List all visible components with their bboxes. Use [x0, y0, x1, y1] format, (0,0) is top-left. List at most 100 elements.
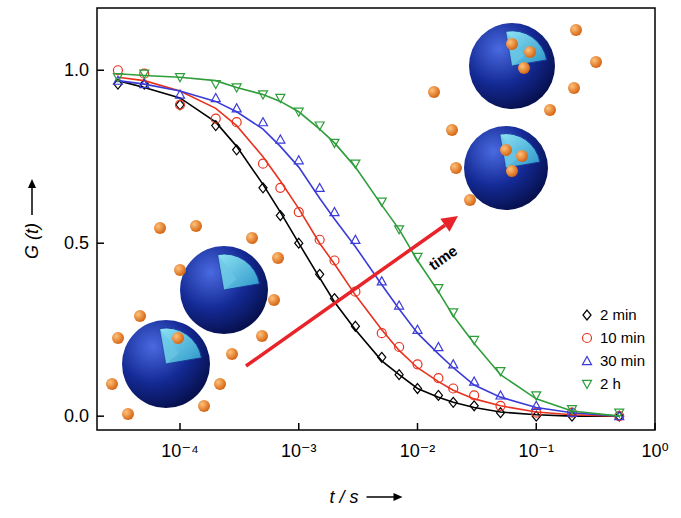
data-point — [140, 80, 149, 88]
guest-molecule — [506, 165, 518, 177]
y-tick-label: 0.0 — [64, 406, 89, 426]
data-point — [276, 135, 285, 143]
data-point — [449, 360, 458, 368]
legend-marker — [583, 357, 592, 365]
data-point — [176, 74, 185, 82]
guest-molecule — [568, 82, 580, 94]
y-tick-label: 0.5 — [64, 233, 89, 253]
data-point — [140, 70, 149, 78]
data-point — [395, 370, 403, 380]
data-point — [294, 108, 303, 116]
x-tick-label: 10⁻³ — [281, 441, 317, 461]
data-point — [259, 91, 268, 99]
data-point — [532, 401, 541, 409]
guest-molecule — [272, 252, 284, 264]
annotation-group: time — [423, 240, 462, 276]
x-tick — [179, 423, 181, 430]
annotation: time — [425, 242, 460, 274]
legend-label: 2 h — [600, 375, 621, 392]
micelle-core-face — [500, 134, 518, 168]
data-point — [233, 145, 241, 155]
guest-molecule — [172, 332, 184, 344]
guest-molecule — [190, 220, 202, 232]
data-point — [211, 93, 220, 101]
guest-molecule — [122, 408, 134, 420]
guest-molecule — [268, 294, 280, 306]
y-tick — [97, 415, 104, 417]
data-point — [294, 156, 303, 164]
data-point — [232, 118, 241, 127]
series-3 — [113, 70, 623, 417]
data-point — [532, 392, 541, 400]
plot-frame — [97, 8, 655, 430]
data-point — [351, 321, 359, 331]
y-tick-label: 1.0 — [64, 60, 89, 80]
guest-molecule — [112, 332, 124, 344]
x-tick — [536, 423, 538, 430]
data-point — [276, 211, 284, 221]
data-point — [377, 198, 386, 206]
x-tick-label: 10⁰ — [641, 441, 668, 461]
data-point — [434, 390, 442, 400]
x-axis-title: t / s — [329, 487, 358, 507]
x-tick — [417, 423, 419, 430]
micelle-core — [506, 31, 547, 66]
data-point — [113, 74, 122, 82]
time-arrow — [246, 225, 445, 366]
data-point — [413, 360, 422, 369]
y-tick — [97, 70, 104, 72]
y-axis-title-group: G (t) — [22, 179, 42, 259]
data-point — [496, 368, 505, 376]
plot-area — [113, 66, 623, 421]
data-point — [470, 377, 479, 385]
data-point — [176, 100, 185, 109]
fit-line — [118, 74, 619, 416]
data-point — [496, 401, 505, 410]
data-point — [395, 226, 404, 234]
axis-arrow — [31, 185, 33, 215]
legend-marker — [583, 380, 592, 388]
x-tick-label: 10⁻⁴ — [161, 441, 198, 461]
illustration — [106, 23, 602, 420]
data-point — [259, 159, 268, 168]
fit-line — [118, 81, 619, 417]
data-point — [140, 69, 149, 78]
data-point — [176, 100, 184, 110]
data-point — [315, 183, 324, 191]
data-point — [434, 342, 443, 350]
x-axis-title-group: t / s — [329, 487, 402, 507]
guest-molecule — [590, 56, 602, 68]
data-point — [330, 256, 339, 265]
data-point — [276, 183, 285, 192]
guest-molecule — [174, 264, 186, 276]
data-point — [413, 384, 421, 394]
data-point — [295, 238, 303, 248]
data-point — [434, 374, 443, 383]
micelle-shell — [469, 23, 555, 109]
fit-line — [118, 77, 619, 416]
data-point — [470, 336, 479, 344]
micelle — [122, 320, 210, 408]
chart: 10⁻⁴10⁻³10⁻²10⁻¹10⁰0.00.51.0t / sG (t)ti… — [0, 0, 681, 518]
data-point — [395, 342, 404, 351]
data-point — [294, 208, 303, 217]
data-point — [316, 269, 324, 279]
guest-molecule — [256, 330, 268, 342]
guest-molecule — [516, 150, 528, 162]
fit-line — [118, 81, 619, 417]
series-1 — [113, 66, 623, 421]
data-point — [615, 409, 624, 417]
guest-molecule — [464, 194, 476, 206]
guest-molecule — [500, 144, 512, 156]
data-point — [351, 160, 360, 168]
guest-molecule — [428, 86, 440, 98]
data-point — [276, 94, 285, 102]
x-tick-label: 10⁻² — [400, 441, 436, 461]
guest-molecule — [154, 222, 166, 234]
data-point — [330, 139, 339, 147]
legend-label: 2 min — [600, 306, 637, 323]
axis-arrow-head — [394, 493, 403, 501]
series-0 — [114, 79, 623, 421]
legend-marker — [583, 310, 591, 320]
guest-molecule — [198, 400, 210, 412]
